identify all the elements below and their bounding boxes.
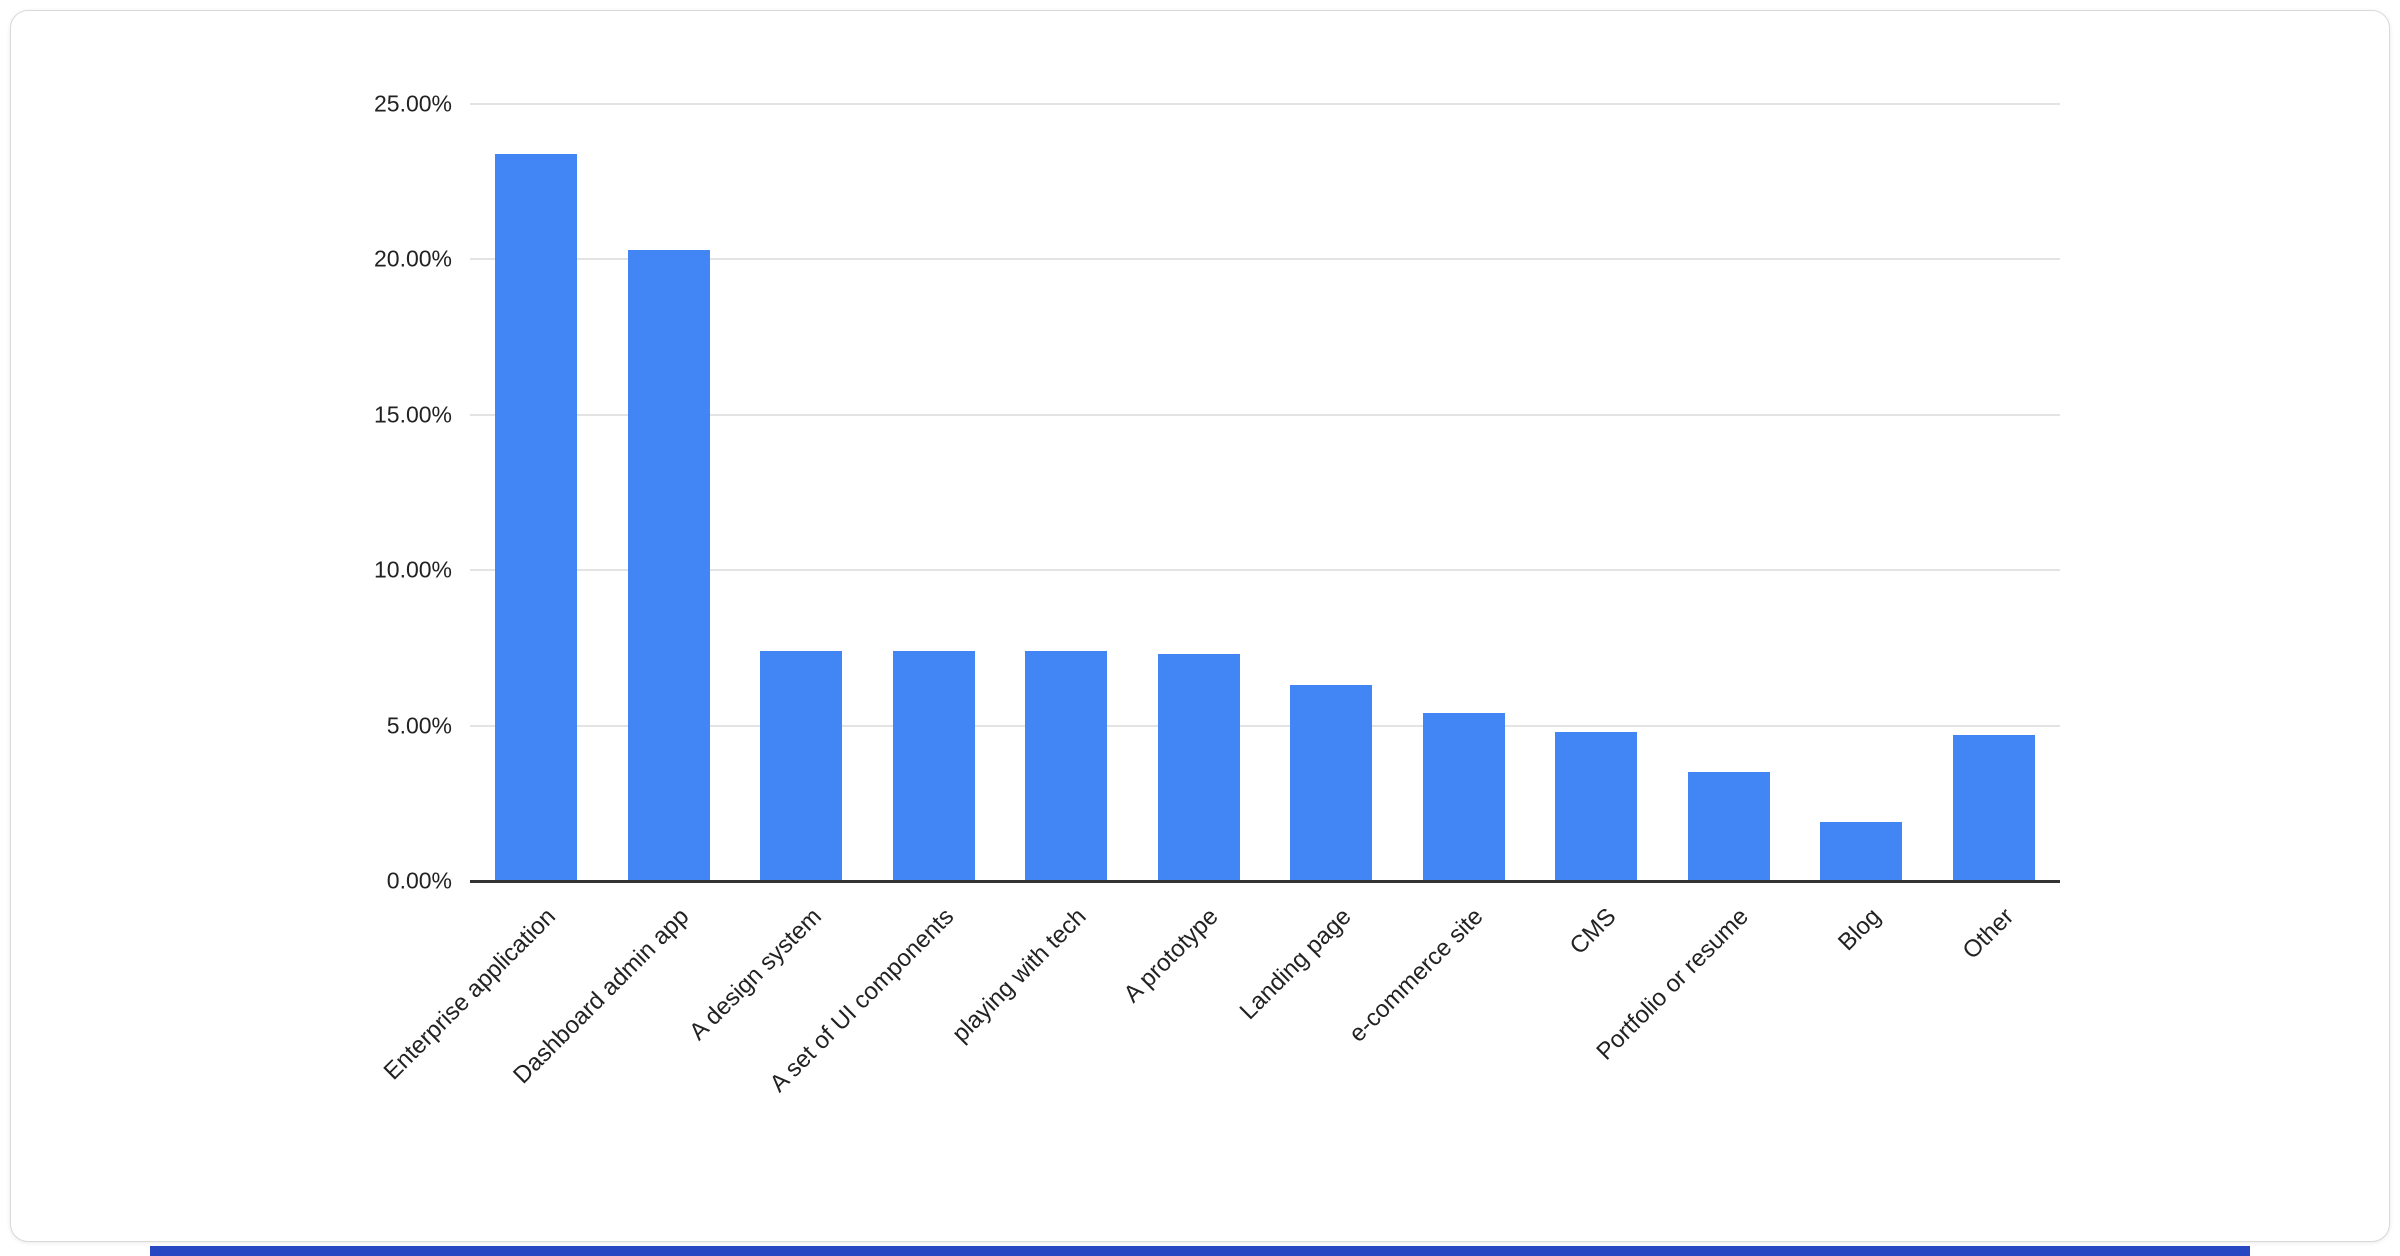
gridline [470,103,2060,105]
gridline [470,258,2060,261]
bar-a-set-of-ui-components [893,651,975,881]
x-axis-tick-label: A design system [683,903,827,1046]
bar-other [1953,735,2035,881]
x-axis-tick-label: Other [1957,903,2019,965]
bar-enterprise-application [495,154,577,881]
gridline [470,413,2060,416]
gridline [470,569,2060,572]
bar-dashboard-admin-app [628,250,710,881]
y-axis-tick-label: 10.00% [373,556,452,583]
x-axis-tick-label: playing with tech [946,903,1092,1048]
bar-playing-with-tech [1025,651,1107,881]
y-axis-tick-label: 0.00% [386,867,452,894]
bar-landing-page [1290,685,1372,881]
chart-card [10,10,2390,1242]
x-axis-tick-label: Landing page [1234,903,1357,1025]
y-axis-tick-label: 15.00% [373,401,452,428]
bar-cms [1555,732,1637,881]
x-axis-line [470,880,2060,883]
bar-portfolio-or-resume [1688,772,1770,881]
bar-a-prototype [1158,654,1240,881]
x-axis-tick-label: A prototype [1118,903,1224,1008]
x-axis-tick-label: e-commerce site [1344,903,1489,1048]
y-axis-tick-label: 20.00% [373,245,452,272]
bar-a-design-system [760,651,842,881]
bar-e-commerce-site [1423,713,1505,881]
gridline [470,724,2060,727]
bar-blog [1820,822,1902,881]
bottom-accent-bar [150,1246,2250,1256]
x-axis-tick-label: Blog [1833,903,1887,957]
y-axis-tick-label: 5.00% [386,712,452,739]
x-axis-tick-label: CMS [1564,903,1622,960]
y-axis-tick-label: 25.00% [373,90,452,117]
